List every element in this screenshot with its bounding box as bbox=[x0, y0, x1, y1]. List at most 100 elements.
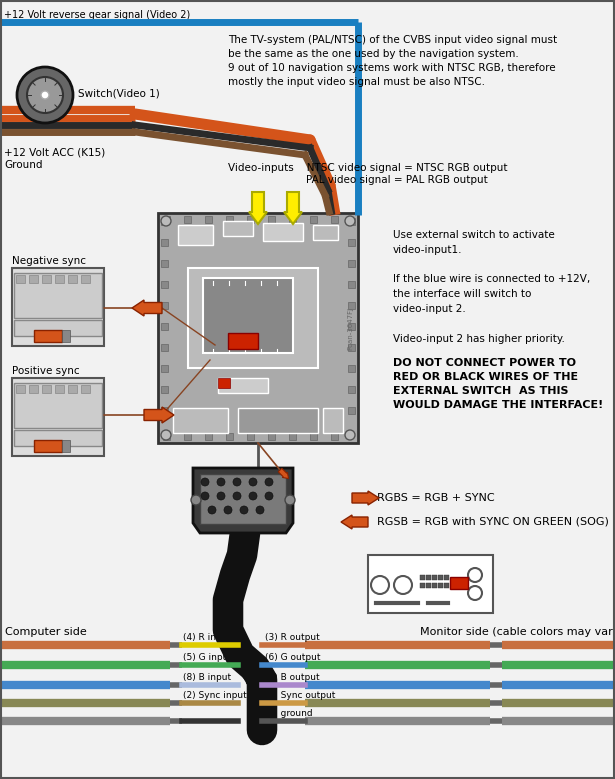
Bar bbox=[184, 433, 191, 440]
Bar bbox=[289, 216, 296, 223]
Bar bbox=[226, 433, 233, 440]
Text: Negative sync: Negative sync bbox=[12, 256, 86, 266]
Bar bbox=[348, 302, 355, 309]
Circle shape bbox=[345, 216, 355, 226]
Bar bbox=[188, 268, 318, 368]
Text: DO NOT CONNECT POWER TO
RED OR BLACK WIRES OF THE
EXTERNAL SWITCH  AS THIS
WOULD: DO NOT CONNECT POWER TO RED OR BLACK WIR… bbox=[393, 358, 603, 410]
Bar bbox=[238, 408, 318, 433]
Bar bbox=[184, 216, 191, 223]
Bar bbox=[348, 260, 355, 267]
Bar bbox=[226, 216, 233, 223]
Text: Switch(Video 1): Switch(Video 1) bbox=[78, 88, 160, 98]
FancyArrow shape bbox=[144, 407, 174, 423]
Bar bbox=[161, 407, 168, 414]
Bar bbox=[203, 278, 293, 353]
Bar bbox=[348, 323, 355, 330]
Circle shape bbox=[161, 216, 171, 226]
Circle shape bbox=[256, 506, 264, 514]
FancyArrow shape bbox=[249, 192, 267, 224]
Bar bbox=[218, 378, 268, 393]
Circle shape bbox=[208, 506, 216, 514]
Circle shape bbox=[240, 506, 248, 514]
Text: Computer side: Computer side bbox=[5, 627, 87, 637]
Circle shape bbox=[285, 495, 295, 505]
Bar bbox=[42, 275, 51, 283]
Bar bbox=[450, 577, 468, 589]
Bar bbox=[348, 344, 355, 351]
Bar bbox=[161, 239, 168, 246]
Text: - +: - + bbox=[454, 563, 468, 573]
Bar bbox=[331, 216, 338, 223]
Text: (3) R output: (3) R output bbox=[265, 633, 320, 642]
Bar bbox=[348, 218, 355, 225]
Circle shape bbox=[345, 430, 355, 440]
Text: +12 Volt ACC (K15): +12 Volt ACC (K15) bbox=[4, 147, 105, 157]
Bar bbox=[310, 216, 317, 223]
Bar bbox=[12, 378, 104, 456]
Bar bbox=[16, 275, 25, 283]
Bar bbox=[331, 433, 338, 440]
Circle shape bbox=[27, 77, 63, 113]
Bar bbox=[444, 583, 449, 588]
Bar bbox=[420, 575, 425, 580]
Text: The TV-system (PAL/NTSC) of the CVBS input video signal must
be the same as the : The TV-system (PAL/NTSC) of the CVBS inp… bbox=[228, 35, 557, 87]
Bar bbox=[161, 365, 168, 372]
Circle shape bbox=[201, 492, 209, 500]
Circle shape bbox=[233, 478, 241, 486]
Bar bbox=[268, 216, 275, 223]
Circle shape bbox=[371, 576, 389, 594]
Circle shape bbox=[233, 492, 241, 500]
Circle shape bbox=[224, 506, 232, 514]
Bar bbox=[313, 225, 338, 240]
Text: (5) G input: (5) G input bbox=[183, 653, 232, 662]
FancyArrow shape bbox=[341, 515, 368, 529]
Bar bbox=[12, 268, 104, 346]
Text: PAL video signal = PAL RGB output: PAL video signal = PAL RGB output bbox=[228, 175, 488, 185]
Bar bbox=[16, 385, 25, 393]
Circle shape bbox=[468, 586, 482, 600]
Bar bbox=[161, 344, 168, 351]
Bar bbox=[68, 275, 77, 283]
Circle shape bbox=[191, 495, 201, 505]
Bar bbox=[426, 583, 431, 588]
FancyArrow shape bbox=[278, 468, 288, 478]
Bar bbox=[348, 365, 355, 372]
Bar bbox=[438, 575, 443, 580]
Bar bbox=[173, 408, 228, 433]
Bar bbox=[368, 555, 493, 613]
Text: (2) Sync input: (2) Sync input bbox=[183, 691, 247, 700]
Circle shape bbox=[217, 492, 225, 500]
Bar bbox=[29, 385, 38, 393]
Text: Ground: Ground bbox=[4, 160, 42, 170]
Bar bbox=[323, 408, 343, 433]
Bar bbox=[161, 302, 168, 309]
Bar bbox=[444, 575, 449, 580]
Circle shape bbox=[394, 576, 412, 594]
Bar bbox=[228, 333, 258, 349]
Bar bbox=[205, 433, 212, 440]
Bar bbox=[161, 218, 168, 225]
Text: (8) B input: (8) B input bbox=[183, 673, 231, 682]
Circle shape bbox=[249, 478, 257, 486]
Circle shape bbox=[41, 91, 49, 99]
Circle shape bbox=[249, 492, 257, 500]
Bar bbox=[247, 433, 254, 440]
Text: Monitor side (cable colors may vary): Monitor side (cable colors may vary) bbox=[420, 627, 615, 637]
Bar bbox=[163, 433, 170, 440]
Bar bbox=[223, 221, 253, 236]
Bar bbox=[55, 385, 64, 393]
Bar bbox=[348, 407, 355, 414]
Text: RGSB = RGB with SYNC ON GREEN (SOG): RGSB = RGB with SYNC ON GREEN (SOG) bbox=[370, 517, 609, 527]
Bar bbox=[161, 281, 168, 288]
Circle shape bbox=[265, 492, 273, 500]
Bar bbox=[289, 433, 296, 440]
Bar bbox=[163, 216, 170, 223]
Text: Video-inputs    NTSC video signal = NTSC RGB output: Video-inputs NTSC video signal = NTSC RG… bbox=[228, 163, 507, 173]
Bar bbox=[426, 575, 431, 580]
Text: RGBS = RGB + SYNC: RGBS = RGB + SYNC bbox=[370, 493, 494, 503]
Circle shape bbox=[265, 478, 273, 486]
Bar bbox=[62, 330, 70, 342]
Bar bbox=[81, 275, 90, 283]
Bar bbox=[178, 225, 213, 245]
Bar bbox=[158, 213, 358, 443]
